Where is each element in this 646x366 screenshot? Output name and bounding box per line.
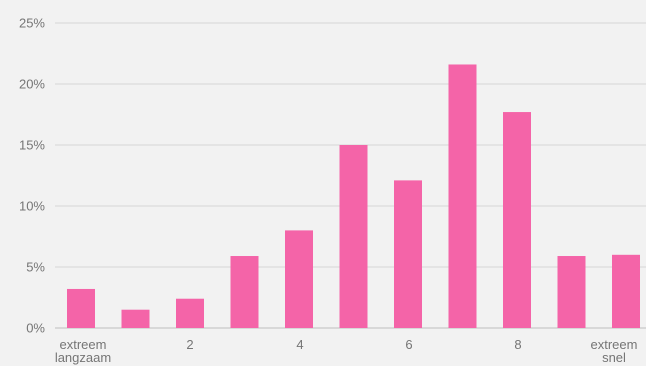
y-tick-label: 0% bbox=[26, 321, 45, 336]
x-tick-label: extreem bbox=[60, 337, 107, 352]
bar bbox=[121, 309, 150, 328]
bar bbox=[557, 256, 586, 328]
x-tick-label: 2 bbox=[186, 337, 193, 352]
x-tick-label: langzaam bbox=[55, 350, 111, 365]
bar bbox=[176, 298, 204, 328]
bar bbox=[612, 254, 640, 328]
x-tick-label: 4 bbox=[296, 337, 303, 352]
bar bbox=[230, 256, 259, 328]
y-tick-label: 10% bbox=[19, 199, 45, 214]
bar bbox=[394, 180, 422, 328]
x-tick-label: snel bbox=[602, 350, 626, 365]
bar bbox=[285, 230, 313, 328]
bars bbox=[67, 64, 640, 328]
x-tick-label: 8 bbox=[514, 337, 521, 352]
x-tick-label: extreem bbox=[591, 337, 638, 352]
y-tick-label: 20% bbox=[19, 77, 45, 92]
y-tick-label: 25% bbox=[19, 16, 45, 31]
bar bbox=[67, 288, 95, 328]
bar bbox=[448, 64, 477, 328]
x-tick-label: 6 bbox=[405, 337, 412, 352]
y-tick-label: 5% bbox=[26, 260, 45, 275]
bar bbox=[503, 112, 531, 328]
y-tick-label: 15% bbox=[19, 138, 45, 153]
bar bbox=[339, 145, 368, 328]
y-axis-tick-labels: 0% 5% 10% 15% 20% 25% bbox=[19, 16, 45, 336]
